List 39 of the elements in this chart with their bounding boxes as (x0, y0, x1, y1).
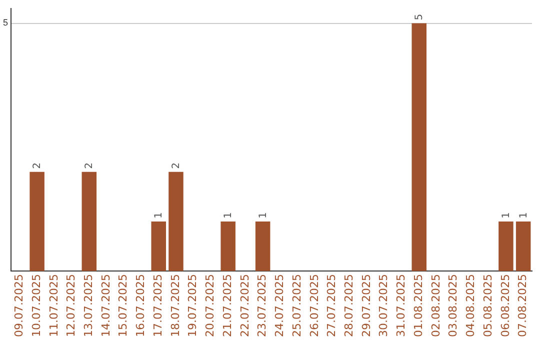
x-tick-label: 19.07.2025 (186, 274, 200, 338)
data-label: 1 (500, 212, 512, 218)
x-tick-label: 18.07.2025 (168, 274, 182, 338)
x-tick-label: 14.07.2025 (99, 274, 112, 338)
x-tick-label: 03.08.2025 (446, 274, 460, 338)
data-label: 1 (518, 212, 530, 218)
x-tick-label: 01.08.2025 (412, 274, 425, 338)
data-label: 1 (258, 212, 269, 218)
x-tick-label: 28.07.2025 (342, 274, 356, 338)
x-tick-label: 23.07.2025 (256, 274, 269, 338)
x-tick-label: 25.07.2025 (290, 274, 304, 338)
x-tick-label: 16.07.2025 (134, 274, 148, 338)
data-label: 2 (32, 162, 44, 169)
x-tick-label: 17.07.2025 (151, 274, 164, 338)
x-tick-label: 12.07.2025 (64, 274, 78, 338)
x-tick-label: 20.07.2025 (204, 274, 217, 338)
x-tick-label: 21.07.2025 (220, 274, 234, 338)
x-tick-label: 11.07.2025 (47, 274, 60, 338)
data-label: 2 (84, 162, 96, 169)
x-tick-label: 13.07.2025 (82, 274, 96, 338)
x-tick-label: 27.07.2025 (325, 274, 338, 338)
x-tick-label: 02.08.2025 (429, 274, 442, 338)
x-tick-label: 07.08.2025 (516, 274, 530, 338)
x-tick-label: 30.07.2025 (377, 274, 390, 338)
x-tick-label: 10.07.2025 (30, 274, 43, 338)
x-tick-label: 29.07.2025 (360, 274, 373, 338)
data-label: 1 (154, 212, 165, 218)
data-label: 5 (414, 14, 426, 20)
x-tick-label: 09.07.2025 (12, 274, 26, 338)
x-tick-label: 31.07.2025 (394, 274, 408, 338)
x-tick-label: 04.08.2025 (464, 274, 478, 338)
data-label: 1 (223, 212, 234, 218)
x-tick-label: 26.07.2025 (308, 274, 321, 338)
x-tick-label: 15.07.2025 (116, 274, 130, 338)
x-tick-label: 24.07.2025 (273, 274, 286, 338)
data-label: 2 (170, 162, 182, 169)
x-tick-label: 05.08.2025 (481, 274, 494, 338)
x-tick-label: 06.08.2025 (498, 274, 512, 338)
x-tick-label: 22.07.2025 (238, 274, 252, 338)
